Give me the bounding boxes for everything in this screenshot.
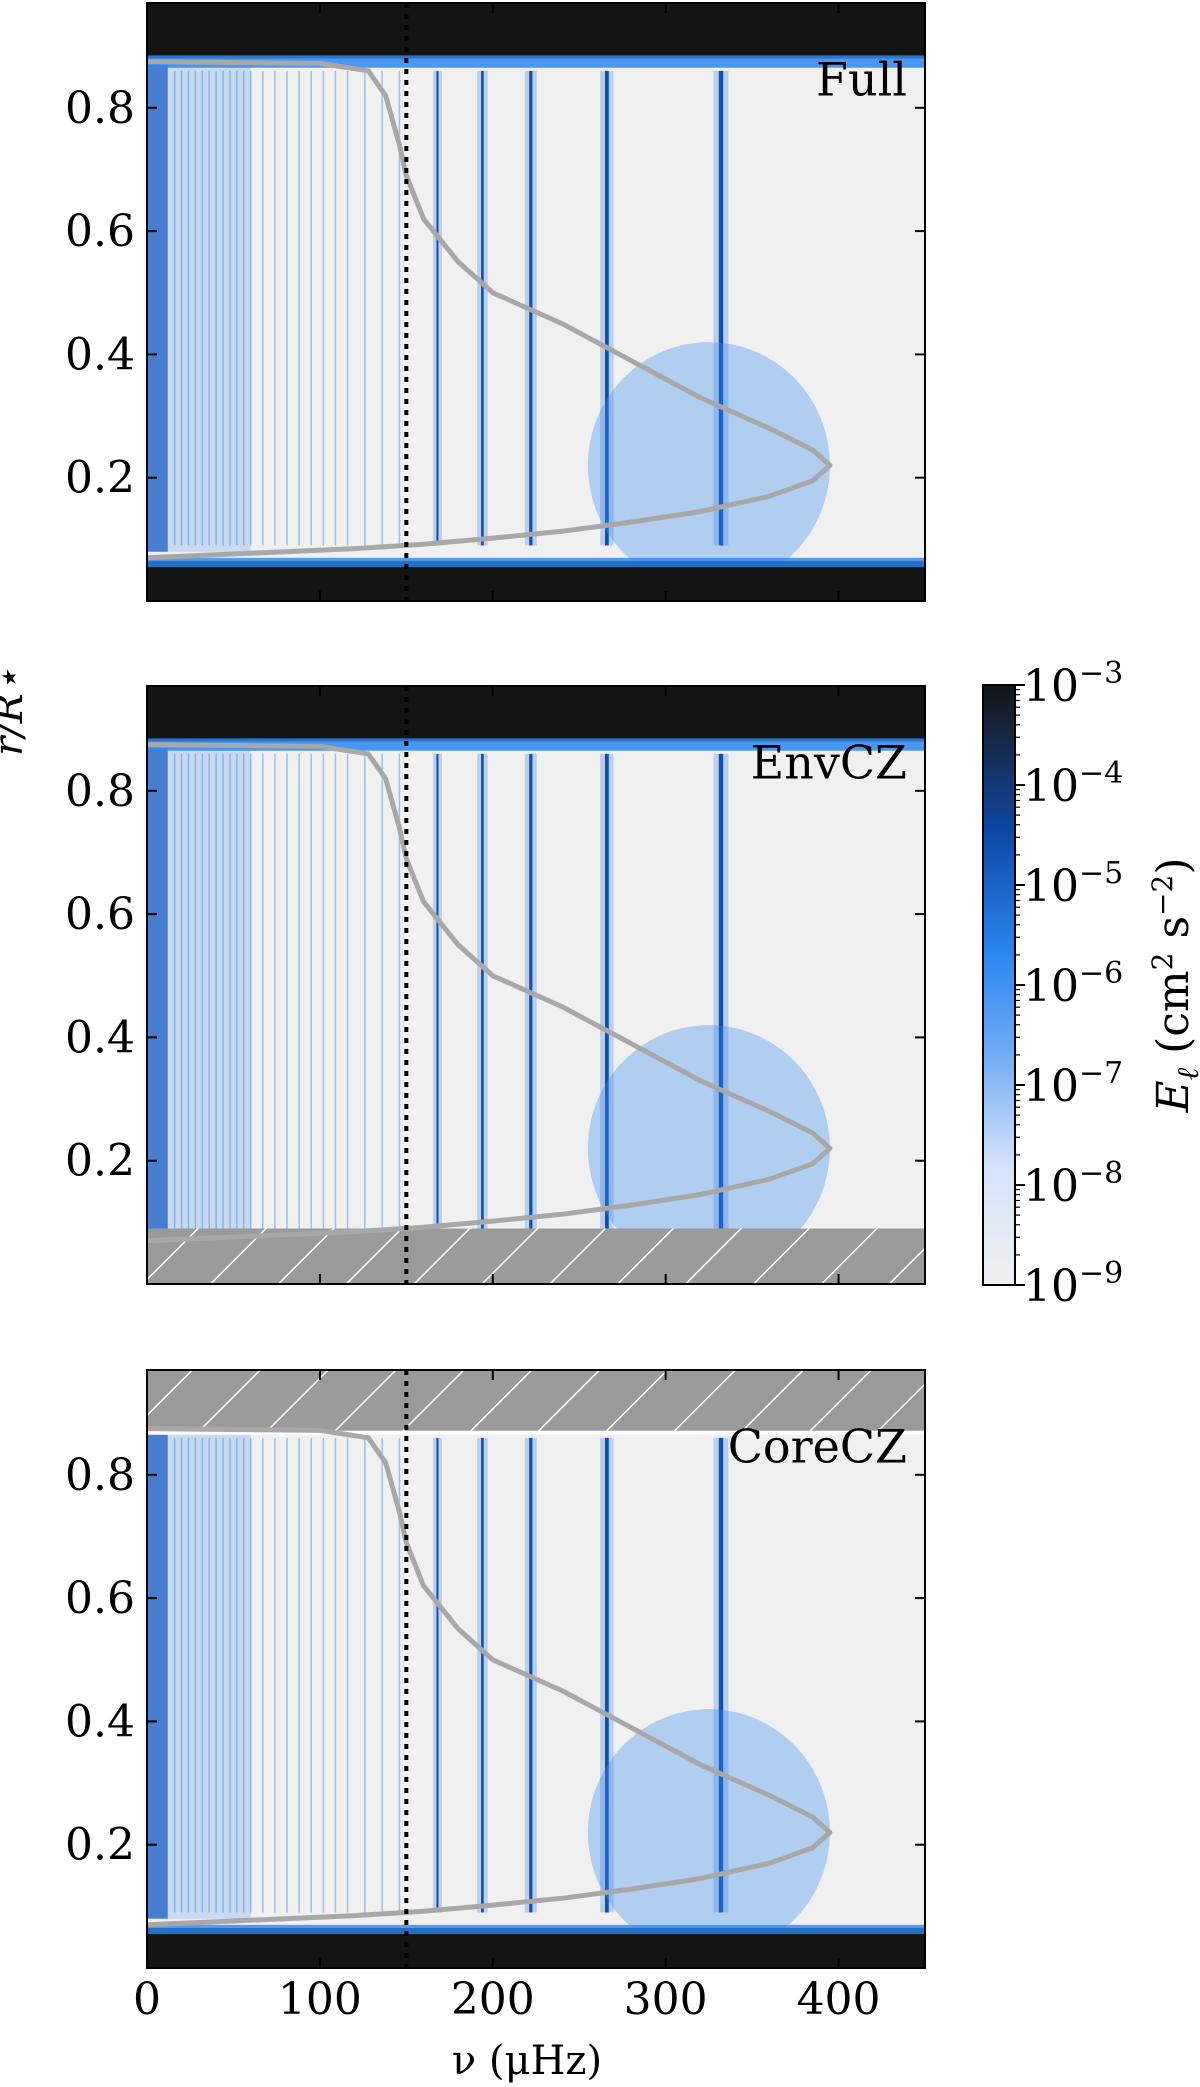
panel-full-frame	[146, 2, 926, 602]
y-tick-label: 0.4	[65, 329, 135, 380]
core-band-edge	[147, 557, 925, 568]
propagation-boundary-curve	[146, 59, 833, 561]
y-tick-label: 0.4	[65, 1012, 135, 1063]
x-tick-label: 0	[133, 1974, 161, 2025]
energy-blob	[587, 1709, 830, 1956]
colorbar-title-unit-mid: s	[1148, 916, 1199, 953]
panel-corecz-background	[147, 1370, 925, 1968]
panel-label-envcz: EnvCZ	[751, 735, 907, 789]
colorbar-title-sub: ℓ	[1171, 1067, 1200, 1080]
y-tick-label: 0.8	[65, 83, 135, 134]
envelope-convective-band	[147, 3, 925, 59]
propagation-boundary-curve	[146, 742, 833, 1244]
y-tick-label: 0.2	[65, 1136, 135, 1187]
y-tick-label: 0.6	[65, 206, 135, 257]
x-tick-label: 300	[624, 1974, 708, 2025]
colorbar-title-unit-close: )	[1148, 857, 1199, 874]
y-tick-label: 0.6	[65, 889, 135, 940]
colorbar-tick-label: 10−7	[1023, 1056, 1123, 1112]
panel-envcz: 0.2 0.4 0.6 0.8 EnvCZ	[65, 685, 926, 1285]
energy-blob	[587, 342, 830, 589]
panel-envcz-frame	[146, 685, 926, 1285]
y-tick-label: 0.4	[65, 1696, 135, 1747]
core-convective-band	[147, 560, 925, 601]
low-frequency-band	[147, 747, 168, 1235]
excluded-region-envelope	[147, 1370, 925, 1431]
panel-label-full: Full	[816, 52, 907, 106]
y-tick-label: 0.6	[65, 1573, 135, 1624]
colorbar-title-sq: 2	[1146, 953, 1179, 971]
panel-full: 0.2 0.4 0.6 0.8 Full	[65, 2, 926, 602]
x-tick-label: 100	[278, 1974, 362, 2025]
colorbar-title-base: E	[1148, 1080, 1199, 1113]
core-band-edge	[147, 1924, 925, 1935]
low-frequency-band	[147, 64, 168, 552]
x-tick-label: 400	[797, 1974, 881, 2025]
x-tick-label: 200	[451, 1974, 535, 2025]
excluded-region-core	[147, 1228, 925, 1284]
core-convective-band	[147, 1927, 925, 1968]
y-axis-title: r/R⋆	[0, 668, 32, 756]
y-tick-label: 0.8	[65, 1450, 135, 1501]
colorbar-tick-label: 10−3	[1023, 656, 1123, 712]
panel-envcz-background	[147, 686, 925, 1284]
panel-corecz: 0.2 0.4 0.6 0.8 0 100 200 300 400 CoreCZ	[65, 1369, 926, 2025]
colorbar-tick-label: 10−8	[1023, 1156, 1123, 1212]
envelope-convective-band	[147, 686, 925, 742]
low-frequency-band	[147, 1431, 168, 1919]
colorbar: 10−3 10−4 10−5 10−6 10−7 10−8 10−9 Eℓ (cm2 s−2…	[982, 656, 1200, 1312]
colorbar-tick-label: 10−9	[1023, 1256, 1123, 1312]
y-tick-label: 0.2	[65, 1820, 135, 1871]
y-tick-label: 0.8	[65, 766, 135, 817]
y-tick-label: 0.2	[65, 453, 135, 504]
colorbar-gradient	[982, 684, 1016, 1286]
colorbar-tick-label: 10−5	[1023, 856, 1123, 912]
colorbar-title-unit-open: (cm	[1148, 970, 1199, 1068]
x-axis-title: ν (μHz)	[452, 2038, 602, 2084]
colorbar-tick-label: 10−4	[1023, 756, 1123, 812]
colorbar-title: Eℓ (cm2 s−2)	[1146, 857, 1200, 1113]
colorbar-title-sq2: −2	[1146, 875, 1179, 916]
panel-full-background	[147, 3, 925, 601]
panel-corecz-frame	[146, 1369, 926, 1969]
panel-label-corecz: CoreCZ	[728, 1419, 907, 1473]
energy-blob	[587, 1025, 830, 1272]
colorbar-tick-label: 10−6	[1023, 956, 1123, 1012]
propagation-boundary-curve	[146, 1426, 833, 1928]
